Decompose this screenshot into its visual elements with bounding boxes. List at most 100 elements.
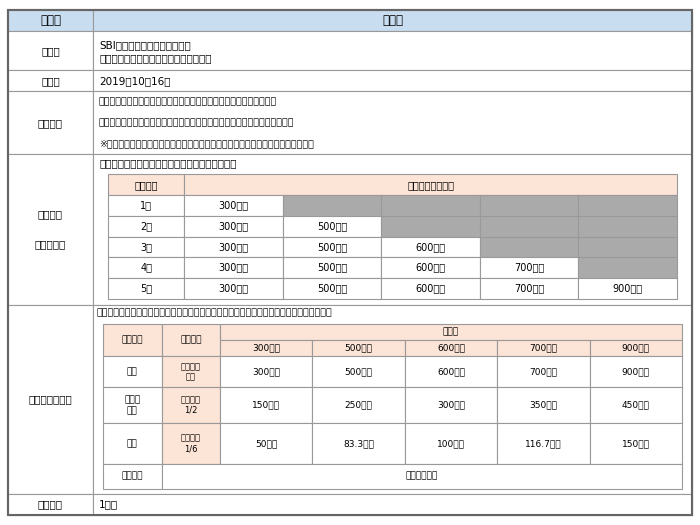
Bar <box>93 10 692 32</box>
Text: 補償額の
満額: 補償額の 満額 <box>181 362 201 381</box>
Text: 内　容: 内 容 <box>382 14 403 27</box>
Bar <box>283 195 382 216</box>
Text: 補償額の
1/2: 補償額の 1/2 <box>181 395 201 415</box>
Bar <box>589 387 682 423</box>
Bar <box>185 216 283 237</box>
Bar <box>103 423 162 464</box>
Text: 1年間: 1年間 <box>99 499 118 509</box>
Text: 50万円: 50万円 <box>255 439 277 448</box>
Bar <box>103 387 162 423</box>
Bar <box>283 237 382 257</box>
Text: 700万円: 700万円 <box>529 367 557 376</box>
Text: 地震・噴火を原因として、ご自宅が以下のような被害を受けた場合。: 地震・噴火を原因として、ご自宅が以下のような被害を受けた場合。 <box>99 98 277 107</box>
Text: 900万円: 900万円 <box>622 343 650 352</box>
Bar <box>382 237 480 257</box>
Bar <box>103 324 162 356</box>
Text: 700万円: 700万円 <box>514 284 545 293</box>
Bar <box>185 257 283 278</box>
Bar <box>108 174 185 195</box>
Bar <box>312 356 405 387</box>
Bar <box>8 70 93 91</box>
Text: 加入できるタイプ: 加入できるタイプ <box>407 180 454 190</box>
Text: 発売日: 発売日 <box>41 76 60 86</box>
Bar <box>405 387 497 423</box>
Text: 大規模
半壊: 大規模 半壊 <box>124 395 140 415</box>
Bar <box>382 195 480 216</box>
Bar <box>312 340 405 356</box>
Bar <box>578 216 677 237</box>
Text: 500万円: 500万円 <box>344 343 372 352</box>
Text: 100万円: 100万円 <box>437 439 465 448</box>
Text: 4人: 4人 <box>140 262 152 272</box>
Bar <box>382 278 480 299</box>
Text: 500万円: 500万円 <box>317 242 347 252</box>
Bar <box>8 10 93 32</box>
Bar <box>8 494 93 515</box>
Text: 世帯人数: 世帯人数 <box>134 180 158 190</box>
Bar <box>8 32 93 70</box>
Bar <box>108 195 185 216</box>
Text: 300万円: 300万円 <box>252 343 280 352</box>
Text: 5人: 5人 <box>140 284 153 293</box>
Bar <box>220 387 312 423</box>
Text: 300万円: 300万円 <box>218 221 248 231</box>
Bar <box>283 278 382 299</box>
Text: 保険期間: 保険期間 <box>38 499 63 509</box>
Bar <box>405 340 497 356</box>
Bar <box>312 423 405 464</box>
Bar <box>283 257 382 278</box>
Text: 被害認定: 被害認定 <box>122 335 143 344</box>
Text: 支払い額: 支払い額 <box>180 335 202 344</box>
Text: 600万円: 600万円 <box>437 367 465 376</box>
Bar <box>185 278 283 299</box>
Bar <box>497 356 589 387</box>
Bar <box>480 257 578 278</box>
Text: 600万円: 600万円 <box>437 343 465 352</box>
Text: 450万円: 450万円 <box>622 401 650 410</box>
Text: 世帯人数によって選べる補償額タイプは異なる。: 世帯人数によって選べる補償額タイプは異なる。 <box>99 159 237 169</box>
Bar <box>405 423 497 464</box>
Text: 1人: 1人 <box>140 201 152 211</box>
Bar <box>93 154 692 304</box>
Bar <box>8 91 93 154</box>
Bar <box>283 216 382 237</box>
Bar <box>589 356 682 387</box>
Text: ※政府の定める認定基準に基づいて、地方自治体の被害認定を受けたものが対象。: ※政府の定める認定基準に基づいて、地方自治体の被害認定を受けたものが対象。 <box>99 140 314 149</box>
Bar <box>480 216 578 237</box>
Text: 2019年10月16日: 2019年10月16日 <box>99 76 171 86</box>
Bar <box>480 278 578 299</box>
Text: 300万円: 300万円 <box>437 401 465 410</box>
Text: 150万円: 150万円 <box>622 439 650 448</box>
Bar <box>162 464 682 489</box>
Bar <box>108 237 185 257</box>
Text: 全壊: 全壊 <box>127 367 138 376</box>
Bar <box>162 387 220 423</box>
Bar <box>185 195 283 216</box>
Text: 600万円: 600万円 <box>416 262 446 272</box>
Text: 250万円: 250万円 <box>344 401 372 410</box>
Text: タイプ: タイプ <box>443 327 459 336</box>
Text: 500万円: 500万円 <box>317 284 347 293</box>
Text: 700万円: 700万円 <box>529 343 557 352</box>
Bar <box>589 340 682 356</box>
Text: 500万円: 500万円 <box>344 367 372 376</box>
Text: SBIいきいき少短の地震の保険: SBIいきいき少短の地震の保険 <box>99 40 190 50</box>
Text: 保険金額: 保険金額 <box>38 209 63 219</box>
Text: 116.7万円: 116.7万円 <box>525 439 561 448</box>
Text: 項　目: 項 目 <box>40 14 61 27</box>
Bar <box>108 216 185 237</box>
Text: 一部損壊: 一部損壊 <box>122 471 143 480</box>
Bar <box>497 340 589 356</box>
Text: 700万円: 700万円 <box>514 262 545 272</box>
Text: （補償額）: （補償額） <box>35 239 66 249</box>
Text: 600万円: 600万円 <box>416 242 446 252</box>
Bar <box>405 356 497 387</box>
Bar <box>8 304 93 494</box>
Text: 300万円: 300万円 <box>218 201 248 211</box>
Bar <box>93 304 692 494</box>
Text: 支払い対象外: 支払い対象外 <box>405 471 438 480</box>
Bar <box>578 257 677 278</box>
Text: 300万円: 300万円 <box>218 242 248 252</box>
Bar <box>103 464 162 489</box>
Text: 500万円: 500万円 <box>317 221 347 231</box>
